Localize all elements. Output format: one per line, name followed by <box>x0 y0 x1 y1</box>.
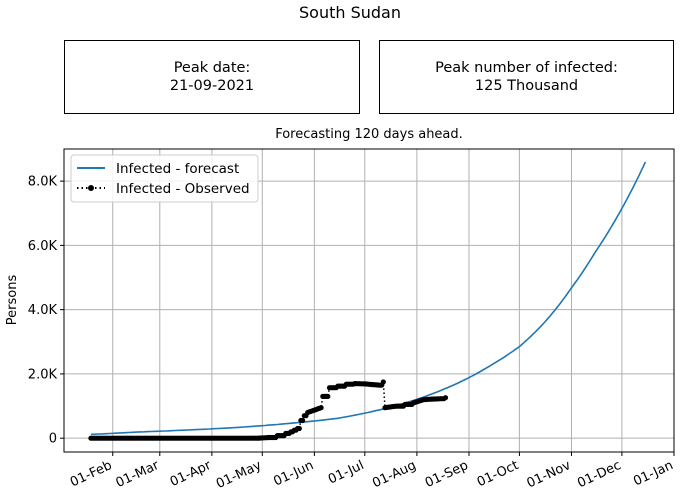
peak-date-box: Peak date: 21-09-2021 <box>64 40 360 114</box>
observed-point <box>325 393 331 399</box>
legend: Infected - forecast Infected - Observed <box>70 154 259 203</box>
peak-date-label: Peak date: <box>173 60 251 76</box>
peak-number-box: Peak number of infected: 125 Thousand <box>379 40 674 114</box>
observed-point <box>442 395 449 401</box>
x-tick-label: 01-Jun <box>271 458 316 489</box>
y-tick-label: 4.0K <box>28 303 58 318</box>
legend-forecast-label: Infected - forecast <box>116 161 239 177</box>
observed-point <box>296 425 302 432</box>
chart-title: Forecasting 120 days ahead. <box>275 127 463 142</box>
x-tick-label: 01-Nov <box>525 458 574 491</box>
observed-point <box>318 405 324 411</box>
legend-observed-marker <box>88 185 94 191</box>
x-tick-label: 01-May <box>214 458 264 492</box>
forecast-line <box>90 161 647 436</box>
x-tick-label: 01-Sep <box>423 458 471 491</box>
x-axis: 01-Feb 01-Mar 01-Apr 01-May 01-Jun 01-Jul 01-A… <box>68 452 676 492</box>
x-tick-label: 01-Apr <box>168 458 214 490</box>
observed-point <box>380 379 386 385</box>
y-tick-label: 6.0K <box>28 239 58 254</box>
chart-suptitle: South Sudan <box>299 3 401 22</box>
x-tick-label: 01-Jan <box>631 458 675 489</box>
x-tick-label: 01-Mar <box>114 458 162 491</box>
observed-point <box>300 417 306 424</box>
y-tick-label: 2.0K <box>28 367 58 382</box>
y-tick-label: 8.0K <box>28 175 58 190</box>
x-tick-label: 01-Oct <box>475 458 521 490</box>
peak-number-value: 125 Thousand <box>474 78 579 94</box>
x-tick-label: 01-Jul <box>326 458 366 488</box>
y-tick-label: 0 <box>49 432 57 447</box>
x-tick-label: 01-Feb <box>68 458 114 490</box>
y-axis: 0 2.0K 4.0K 6.0K 8.0K <box>28 175 64 447</box>
plot-area-frame <box>63 148 675 453</box>
legend-frame <box>70 154 259 203</box>
peak-number-label: Peak number of infected: <box>435 60 618 76</box>
x-tick-label: 01-Dec <box>575 458 623 491</box>
peak-date-value: 21-09-2021 <box>169 78 255 94</box>
chart-series <box>88 161 647 441</box>
observed-line <box>90 379 446 439</box>
legend-observed-label: Infected - Observed <box>116 181 250 197</box>
x-tick-label: 01-Aug <box>370 458 418 491</box>
y-axis-label: Persons <box>5 275 20 326</box>
